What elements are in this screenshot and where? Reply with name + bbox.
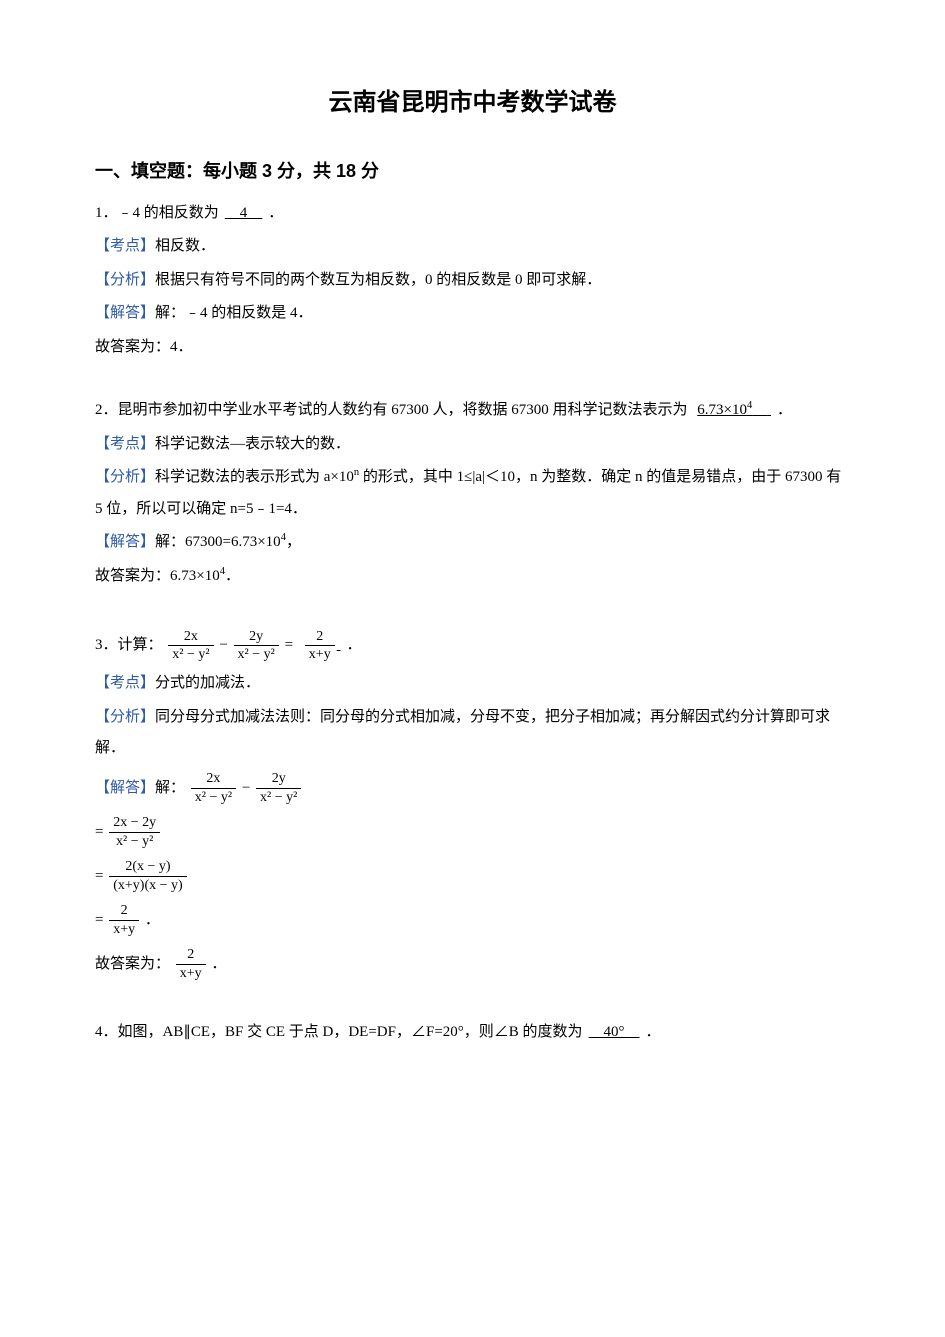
q2-answer: 【解答】解：67300=6.73×104， [95, 527, 850, 559]
q2-analyze-text-a: 科学记数法的表示形式为 a×10 [155, 469, 354, 485]
answer-tag: 【解答】 [95, 305, 155, 321]
q2-text-b: ． [777, 402, 792, 418]
q3-conc-suffix: ． [211, 956, 226, 972]
q1-exam-text: 相反数． [155, 238, 215, 254]
q2-conclusion: 故答案为：6.73×104． [95, 561, 850, 593]
q2-answer-blank: 6.73×104 [691, 402, 777, 418]
q3-problem: 3．计算： 2x x² − y² − 2y x² − y² = 2 x+y ． [95, 624, 850, 666]
q3-conc-prefix: 故答案为： [95, 956, 170, 972]
answer-tag: 【解答】 [95, 780, 155, 796]
q3-s5-suffix: ． [145, 912, 160, 928]
q2-conc-b: ． [225, 568, 240, 584]
q3-answer-blank: 2 x+y [297, 637, 347, 653]
q2-ans-text-b: ， [286, 534, 301, 550]
q3-minus: − [219, 637, 231, 653]
q3-ans-frac: 2 x+y [305, 629, 335, 663]
q2-exam-text: 科学记数法—表示较大的数． [155, 436, 350, 452]
q3-answer-line-2: = 2x − 2y x² − y² [95, 811, 850, 853]
q3-ans-text: 解： [155, 780, 185, 796]
analyze-tag: 【分析】 [95, 469, 155, 485]
q3-f1-num: 2x [168, 629, 213, 646]
exam-tag: 【考点】 [95, 436, 155, 452]
analyze-tag: 【分析】 [95, 709, 155, 725]
q3-analyze: 【分析】同分母分式加减法法则：同分母的分式相加减，分母不变，把分子相加减；再分解… [95, 702, 850, 765]
q3-s4: 2(x − y) (x+y)(x − y) [109, 859, 186, 893]
q3-s2: 2y x² − y² [256, 771, 301, 805]
q3-s4-den: (x+y)(x − y) [109, 877, 186, 893]
q3-s5-num: 2 [109, 903, 139, 920]
q3-eq-2: = [95, 824, 103, 840]
q2-exam: 【考点】科学记数法—表示较大的数． [95, 429, 850, 461]
q1-answer-text: 解：﹣4 的相反数是 4． [155, 305, 313, 321]
q3-f1-den: x² − y² [168, 646, 213, 662]
q2-answer-a: 6.73×10 [697, 402, 747, 418]
q2-problem: 2．昆明市参加初中学业水平考试的人数约有 67300 人，将数据 67300 用… [95, 395, 850, 427]
section-1-heading: 一、填空题：每小题 3 分，共 18 分 [95, 154, 850, 188]
analyze-tag: 【分析】 [95, 272, 155, 288]
q3-conc-num: 2 [176, 947, 206, 964]
q3-f2-num: 2y [234, 629, 279, 646]
q1-answer: 【解答】解：﹣4 的相反数是 4． [95, 298, 850, 330]
q3-s1-den: x² − y² [191, 789, 236, 805]
q3-eq: = [285, 637, 293, 653]
q3-conc-frac: 2 x+y [176, 947, 206, 981]
q3-analyze-text: 同分母分式加减法法则：同分母的分式相加减，分母不变，把分子相加减；再分解因式约分… [95, 709, 830, 757]
q3-s3-den: x² − y² [109, 833, 160, 849]
q2-answer-b [752, 402, 767, 418]
q3-s1: 2x x² − y² [191, 771, 236, 805]
q3-answer-line-1: 【解答】解： 2x x² − y² − 2y x² − y² [95, 767, 850, 809]
q3-s5: 2 x+y [109, 903, 139, 937]
q1-text-a: 1．﹣4 的相反数为 [95, 205, 219, 221]
q3-s2-num: 2y [256, 771, 301, 788]
q3-suffix: ． [346, 637, 361, 653]
q3-minus-2: − [242, 780, 254, 796]
q1-conclusion: 故答案为：4． [95, 332, 850, 364]
q2-text-a: 2．昆明市参加初中学业水平考试的人数约有 67300 人，将数据 67300 用… [95, 402, 688, 418]
q2-conc-a: 故答案为：6.73×10 [95, 568, 220, 584]
q3-ans-den: x+y [305, 646, 335, 662]
q3-conc-den: x+y [176, 965, 206, 981]
q3-exam-text: 分式的加减法． [155, 675, 260, 691]
exam-tag: 【考点】 [95, 675, 155, 691]
q4-text-b: ． [646, 1024, 661, 1040]
q2-ans-text-a: 解：67300=6.73×10 [155, 534, 281, 550]
q3-frac-1: 2x x² − y² [168, 629, 213, 663]
q1-analyze-text: 根据只有符号不同的两个数互为相反数，0 的相反数是 0 即可求解． [155, 272, 601, 288]
page-title: 云南省昆明市中考数学试卷 [95, 80, 850, 126]
q3-s2-den: x² − y² [256, 789, 301, 805]
q3-f2-den: x² − y² [234, 646, 279, 662]
q3-eq-4: = [95, 912, 103, 928]
q1-problem: 1．﹣4 的相反数为 4 ． [95, 198, 850, 230]
q3-s3: 2x − 2y x² − y² [109, 815, 160, 849]
q1-answer-blank: 4 [219, 205, 269, 221]
q3-exam: 【考点】分式的加减法． [95, 668, 850, 700]
q1-exam: 【考点】相反数． [95, 231, 850, 263]
exam-tag: 【考点】 [95, 238, 155, 254]
q3-frac-2: 2y x² − y² [234, 629, 279, 663]
q3-conclusion: 故答案为： 2 x+y ． [95, 943, 850, 985]
q3-s3-num: 2x − 2y [109, 815, 160, 832]
q3-ans-num: 2 [305, 629, 335, 646]
q2-analyze: 【分析】科学记数法的表示形式为 a×10n 的形式，其中 1≤|a|＜10，n … [95, 462, 850, 525]
q1-text-b: ． [268, 205, 283, 221]
q4-text-a: 4．如图，AB∥CE，BF 交 CE 于点 D，DE=DF，∠F=20°，则∠B… [95, 1024, 583, 1040]
q1-analyze: 【分析】根据只有符号不同的两个数互为相反数，0 的相反数是 0 即可求解． [95, 265, 850, 297]
q3-eq-3: = [95, 868, 103, 884]
answer-tag: 【解答】 [95, 534, 155, 550]
q4-answer-blank: 40° [583, 1024, 646, 1040]
q3-answer-line-4: = 2 x+y ． [95, 899, 850, 941]
q3-prefix: 3．计算： [95, 637, 163, 653]
q3-answer-line-3: = 2(x − y) (x+y)(x − y) [95, 855, 850, 897]
q3-s4-num: 2(x − y) [109, 859, 186, 876]
q4-problem: 4．如图，AB∥CE，BF 交 CE 于点 D，DE=DF，∠F=20°，则∠B… [95, 1017, 850, 1049]
q3-s1-num: 2x [191, 771, 236, 788]
q3-s5-den: x+y [109, 921, 139, 937]
